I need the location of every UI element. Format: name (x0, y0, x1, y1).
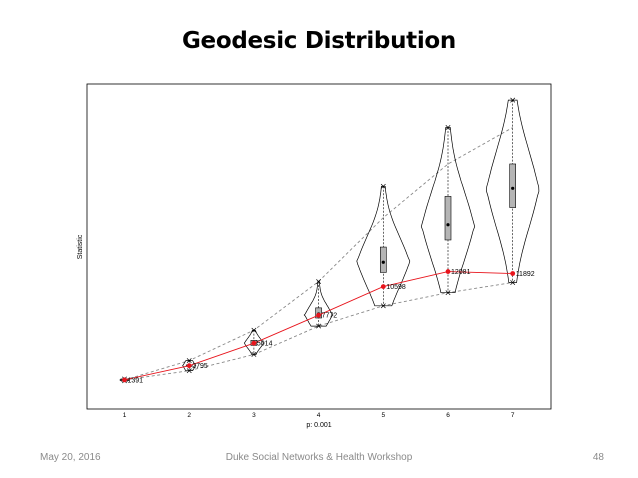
violin-7 (486, 97, 540, 285)
observed-point-5 (380, 284, 386, 290)
observed-label-3: 5014 (257, 341, 273, 348)
outlier-low (251, 352, 257, 357)
violin-outline (420, 127, 476, 294)
outlier-high (445, 125, 451, 130)
outlier-low (380, 303, 386, 309)
page-number: 48 (592, 452, 604, 463)
violin-outline (303, 281, 334, 327)
observed-point-1 (122, 377, 127, 383)
violin-outline (119, 378, 130, 382)
outlier-high (251, 327, 257, 333)
plot-frame (86, 83, 552, 410)
x-axis-ticks: 1 2 3 4 5 6 7 (123, 412, 515, 419)
outlier-high (186, 358, 192, 364)
x-tick-label-1: 1 (123, 412, 127, 419)
slide-title: Geodesic Distribution (181, 28, 457, 54)
reference-lines (124, 127, 513, 381)
observed-label-1: 1391 (128, 377, 144, 384)
observed-point-2 (186, 363, 192, 369)
x-tick-label-6: 6 (446, 412, 450, 419)
outlier-high (316, 279, 322, 284)
x-tick-label-7: 7 (511, 412, 515, 419)
iqr-box (444, 196, 452, 241)
mean-dot (511, 186, 515, 190)
outlier-low (186, 368, 192, 374)
outlier-high (380, 183, 386, 189)
violin-outline (486, 99, 540, 283)
mean-dot (446, 223, 450, 227)
x-tick-label-4: 4 (317, 412, 321, 419)
mean-dot (381, 260, 385, 264)
violin-5 (356, 183, 411, 309)
observed-label-6: 12081 (451, 269, 471, 276)
observed-series: 1391 2795 5014 7772 10598 12081 11892 (122, 269, 535, 384)
violins (119, 97, 540, 384)
observed-point-3 (251, 340, 257, 346)
violin-4 (303, 279, 334, 329)
outlier-low (445, 290, 451, 296)
x-tick-label-2: 2 (187, 412, 191, 419)
observed-label-7: 11892 (516, 271, 535, 278)
footer-date: May 20, 2016 (40, 452, 101, 463)
observed-label-2: 2795 (192, 363, 208, 370)
y-axis-label: Statistic (77, 234, 84, 259)
outlier-low (316, 323, 322, 329)
observed-label-4: 7772 (322, 313, 338, 320)
violin-outline (356, 185, 411, 307)
observed-label-5: 10598 (386, 284, 406, 291)
x-tick-label-3: 3 (252, 412, 256, 419)
iqr-box (509, 163, 517, 208)
x-tick-label-5: 5 (381, 412, 385, 419)
observed-point-7 (510, 271, 516, 276)
observed-point-6 (445, 269, 451, 274)
reference-line-upper (124, 127, 513, 381)
outlier-low (510, 280, 516, 285)
violin-6 (420, 125, 476, 296)
outlier-high (510, 97, 516, 103)
iqr-box (379, 246, 387, 273)
footer-workshop: Duke Social Networks & Health Workshop (225, 452, 413, 463)
observed-point-4 (316, 312, 321, 318)
violin-outline (244, 329, 264, 355)
x-axis-label: p: 0.001 (306, 422, 331, 429)
